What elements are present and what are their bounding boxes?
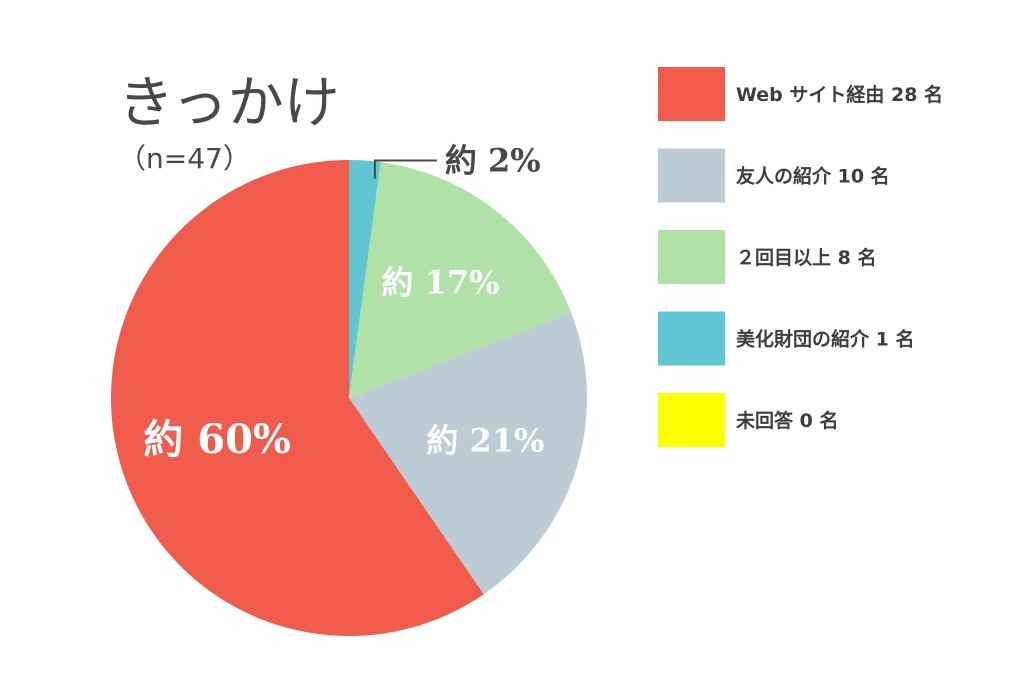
legend-swatch <box>658 230 725 284</box>
chart-subtitle: （n=47） <box>118 142 251 175</box>
pie-slice <box>349 160 381 398</box>
legend-label: 美化財団の紹介 1 名 <box>736 328 914 351</box>
pie-labels: 約 2% 約 17% 約 21% 約 60% <box>143 142 544 463</box>
legend-swatch <box>658 148 725 203</box>
slice-label: 約 21% <box>426 422 544 460</box>
legend-swatch <box>658 393 725 447</box>
slice-label: 約 2% <box>445 142 541 180</box>
pie-slices <box>111 160 587 636</box>
slice-label: 約 17% <box>381 263 499 301</box>
legend-swatch <box>658 311 725 366</box>
legend-label: ２回目以上 8 名 <box>736 246 876 269</box>
chart-title: きっかけ <box>118 71 340 136</box>
legend-label: 未回答 0 名 <box>735 409 838 432</box>
pie-slice <box>349 162 572 398</box>
legend-label: Web サイト経由 28 名 <box>736 83 943 106</box>
slice-label: 約 60% <box>143 416 291 463</box>
legend-swatch <box>658 67 725 121</box>
pie-slice <box>111 160 484 636</box>
pie-slice <box>349 312 587 595</box>
legend-label: 友人の紹介 10 名 <box>736 165 890 188</box>
callout-line <box>373 159 437 179</box>
